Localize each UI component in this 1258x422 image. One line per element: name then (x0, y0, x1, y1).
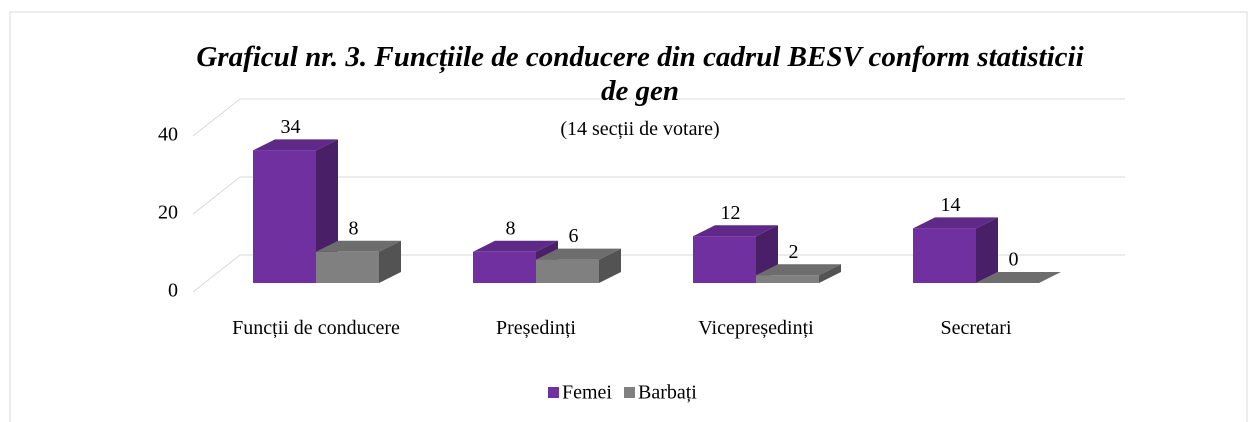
y-tick-label: 20 (158, 202, 178, 224)
bar-side (976, 217, 998, 283)
bar-front (693, 236, 756, 283)
grid-line (192, 254, 1125, 293)
grid-line (192, 176, 1125, 215)
data-label: 0 (1009, 249, 1019, 271)
bar-side (599, 248, 621, 283)
y-tick-label: 0 (168, 280, 178, 302)
bar-top (976, 272, 1061, 283)
bar-front (473, 251, 536, 283)
data-label: 12 (721, 202, 741, 224)
x-tick-label: Președinți (496, 317, 576, 339)
bar-side (379, 240, 401, 283)
data-label: 34 (281, 116, 301, 138)
bar (976, 272, 1061, 283)
bar-side (819, 264, 841, 283)
bar-front (756, 275, 819, 283)
bar-front (316, 251, 379, 283)
x-tick-label: Funcții de conducere (232, 317, 400, 339)
bar (693, 225, 778, 283)
data-label: 8 (506, 217, 516, 239)
data-label: 2 (789, 241, 799, 263)
bar (253, 139, 338, 283)
bar-front (253, 150, 316, 283)
legend-label: Barbați (638, 382, 697, 404)
bar (316, 240, 401, 283)
x-tick-label: Secretari (940, 317, 1012, 339)
bar-front (913, 228, 976, 283)
frame (9, 11, 1248, 422)
bar-top (253, 139, 338, 151)
bar-top (316, 240, 401, 252)
data-label: 6 (569, 225, 579, 247)
bar-top (536, 248, 621, 260)
bar (536, 248, 621, 283)
y-tick-label: 40 (158, 124, 178, 146)
bar-top (473, 240, 558, 252)
bar (756, 264, 841, 283)
legend-label: Femei (562, 382, 612, 404)
chart-subtitle: (14 secții de votare) (560, 118, 720, 140)
legend-swatch (624, 387, 635, 398)
bar (913, 217, 998, 283)
data-label: 8 (349, 217, 359, 239)
bar-front (536, 259, 599, 283)
bar-top (756, 264, 841, 276)
x-tick-label: Vicepreședinți (698, 317, 814, 339)
chart-title: Graficul nr. 3. Funcțiile de conducere d… (196, 41, 1084, 107)
grid-line (192, 98, 1125, 137)
data-label: 14 (941, 194, 961, 216)
bar-top (913, 217, 998, 229)
legend-swatch (548, 387, 559, 398)
bar-top (693, 225, 778, 237)
